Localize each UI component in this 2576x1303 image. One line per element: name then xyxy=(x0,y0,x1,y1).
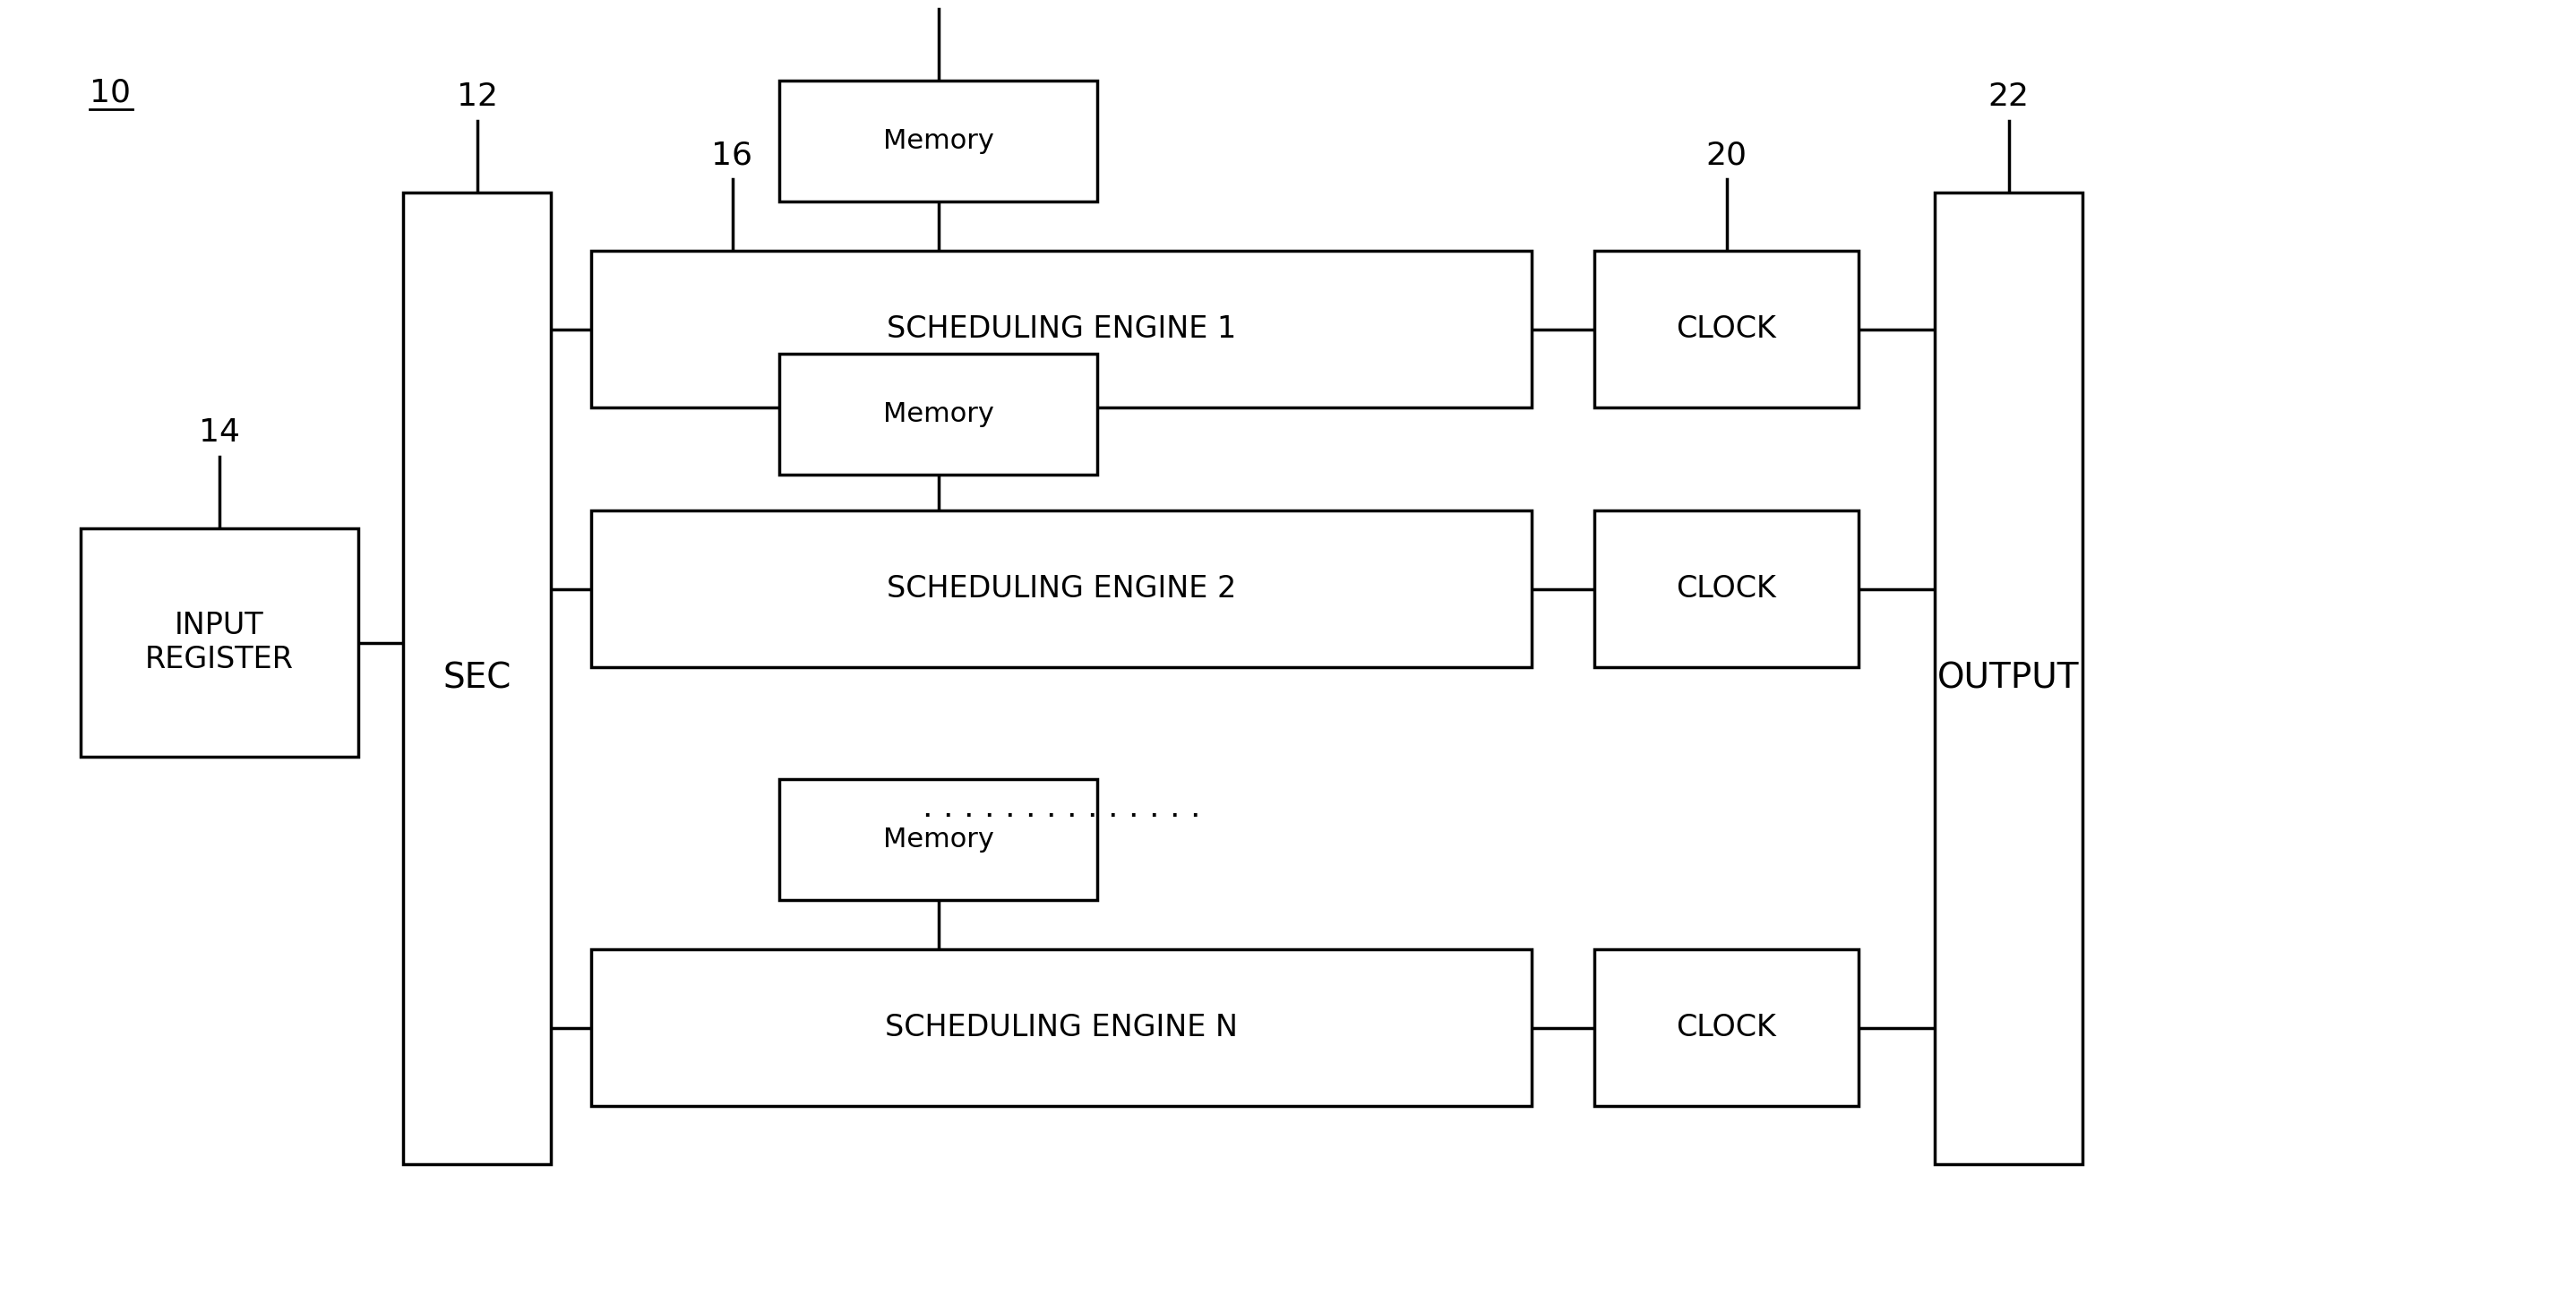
Text: OUTPUT: OUTPUT xyxy=(1937,662,2079,696)
Text: 20: 20 xyxy=(1705,139,1747,171)
Text: CLOCK: CLOCK xyxy=(1677,1012,1777,1042)
Bar xyxy=(1595,250,1857,408)
Bar xyxy=(590,250,1533,408)
Text: 12: 12 xyxy=(456,82,497,112)
Bar xyxy=(1595,511,1857,667)
Bar xyxy=(781,353,1097,474)
Text: SCHEDULING ENGINE 1: SCHEDULING ENGINE 1 xyxy=(886,314,1236,344)
Bar xyxy=(781,779,1097,900)
Text: 14: 14 xyxy=(198,417,240,448)
Bar xyxy=(590,511,1533,667)
Text: INPUT
REGISTER: INPUT REGISTER xyxy=(144,611,294,675)
Text: Memory: Memory xyxy=(884,826,994,852)
Text: SEC: SEC xyxy=(443,662,510,696)
Text: 16: 16 xyxy=(711,139,752,171)
Text: CLOCK: CLOCK xyxy=(1677,575,1777,603)
Text: . . . . . . . . . . . . . .: . . . . . . . . . . . . . . xyxy=(922,794,1200,823)
Text: SCHEDULING ENGINE 2: SCHEDULING ENGINE 2 xyxy=(886,575,1236,603)
Bar xyxy=(402,193,551,1164)
Text: SCHEDULING ENGINE N: SCHEDULING ENGINE N xyxy=(886,1012,1239,1042)
Text: 22: 22 xyxy=(1989,82,2030,112)
Bar xyxy=(80,528,358,757)
Bar xyxy=(590,950,1533,1106)
Text: Memory: Memory xyxy=(884,401,994,427)
Text: Memory: Memory xyxy=(884,128,994,154)
Bar xyxy=(1935,193,2081,1164)
Text: 10: 10 xyxy=(90,77,131,107)
Bar xyxy=(781,81,1097,202)
Text: CLOCK: CLOCK xyxy=(1677,314,1777,344)
Bar xyxy=(1595,950,1857,1106)
